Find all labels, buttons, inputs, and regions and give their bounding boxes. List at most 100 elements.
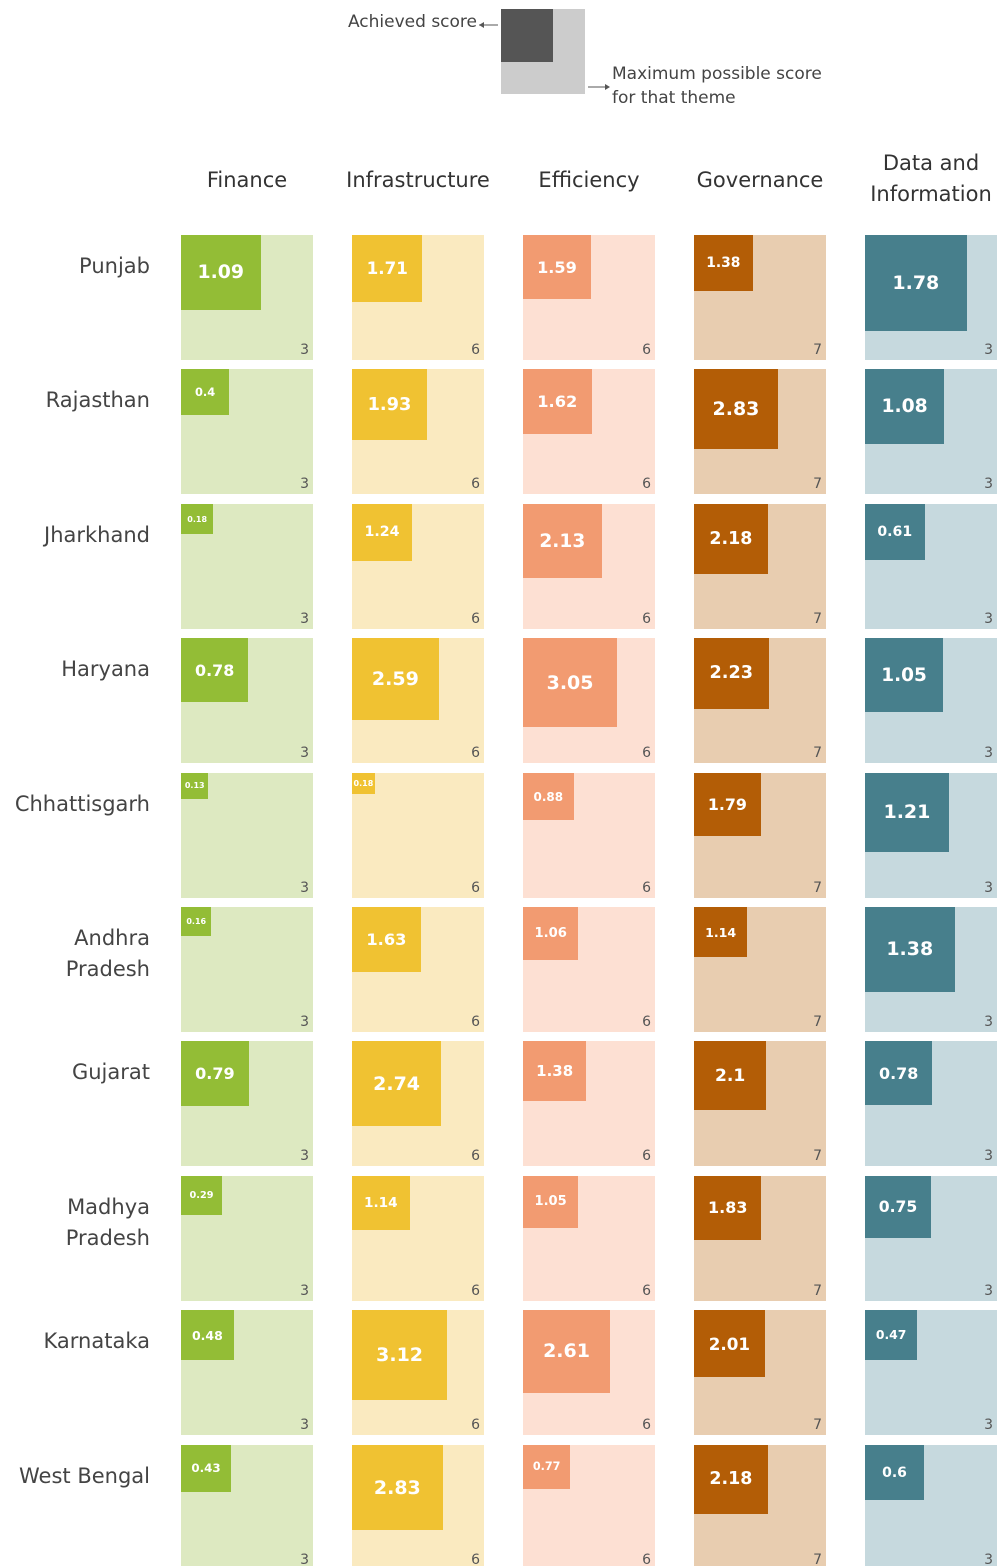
achieved-square: 1.38 [694,235,753,291]
achieved-square: 1.78 [865,235,967,332]
value-label: 1.06 [534,925,567,941]
value-label: 1.14 [363,1195,398,1212]
max-square: 1.71 6 [352,235,484,360]
row-label: Gujarat [71,1060,150,1085]
max-square: 1.14 6 [352,1175,484,1301]
achieved-square: 1.59 [523,235,591,300]
max-label: 6 [471,879,480,896]
achieved-square: 1.93 [352,369,427,441]
max-square: 1.09 3 [181,235,313,360]
achieved-square: 1.05 [865,638,944,713]
max-square: 1.08 3 [865,369,997,495]
achieved-square: 0.13 [181,772,209,799]
value-label: 0.48 [191,1327,223,1343]
achieved-square: 0.4 [181,369,230,416]
column-header: Infrastructure [346,168,490,192]
max-label: 7 [813,1148,822,1165]
max-label: 3 [984,745,993,762]
max-square: 2.23 7 [694,638,826,764]
value-label: 2.23 [709,663,754,684]
max-square: 2.1 7 [694,1041,826,1167]
max-label: 3 [300,745,309,762]
achieved-square: 0.78 [865,1041,933,1106]
achieved-square: 0.47 [865,1310,918,1360]
max-square: 2.13 6 [523,503,655,629]
achieved-square: 0.18 [352,772,375,795]
value-label: 0.77 [532,1460,561,1474]
max-label: 6 [642,1014,651,1030]
value-label: 1.79 [707,794,747,814]
max-square: 0.13 3 [181,772,313,898]
value-label: 1.59 [537,257,577,277]
max-square: 2.18 7 [694,1444,826,1566]
value-label: 0.29 [189,1189,214,1201]
achieved-square: 1.38 [523,1041,587,1102]
max-square: 3.05 6 [523,638,655,764]
max-label: 7 [813,1282,822,1299]
achieved-square: 1.14 [694,907,748,958]
max-label: 6 [471,476,480,493]
max-label: 6 [642,1551,651,1566]
achieved-square: 2.18 [694,1444,768,1515]
max-square: 1.06 6 [523,907,655,1032]
max-label: 3 [300,342,309,358]
achieved-square: 2.18 [694,503,768,574]
achieved-square: 1.09 [181,235,261,311]
max-label: 6 [642,1148,651,1165]
achieved-square: 1.71 [352,235,423,302]
max-label: 6 [471,1551,480,1566]
max-square: 0.43 3 [181,1444,313,1566]
value-label: 1.05 [881,664,927,686]
max-label: 7 [813,1014,822,1030]
row-label: West Bengal [19,1463,150,1488]
value-label: 2.83 [712,398,760,421]
value-label: 3.12 [376,1344,424,1367]
max-square: 0.88 6 [523,772,655,898]
max-square: 1.38 7 [694,235,826,360]
max-square: 2.83 6 [352,1444,484,1566]
max-label: 3 [984,342,993,358]
value-label: 2.83 [373,1476,421,1499]
max-label: 6 [471,342,480,358]
max-square: 0.47 3 [865,1310,997,1436]
achieved-square: 2.83 [352,1444,443,1531]
achieved-square: 2.61 [523,1310,611,1393]
max-label: 3 [984,1417,993,1434]
achieved-square: 0.75 [865,1175,931,1239]
max-square: 1.83 7 [694,1175,826,1301]
max-square: 0.61 3 [865,503,997,629]
max-label: 7 [813,1551,822,1566]
achieved-square: 1.05 [523,1175,579,1229]
achieved-square: 2.74 [352,1041,442,1126]
row-label: Haryana [61,657,150,682]
row-label: Madhya Pradesh [65,1194,150,1250]
value-label: 2.18 [709,528,753,549]
achieved-square: 2.83 [694,369,778,449]
max-label: 3 [984,1282,993,1299]
max-label: 6 [642,745,651,762]
max-square: 1.62 6 [523,369,655,495]
achieved-square: 0.78 [181,638,249,702]
max-square: 1.24 6 [352,503,484,629]
achieved-square: 2.13 [523,503,602,579]
achieved-square: 1.24 [352,503,412,561]
max-square: 0.18 3 [181,503,313,629]
achieved-square: 0.79 [181,1041,249,1106]
achieved-square: 0.88 [523,772,574,821]
max-square: 1.38 6 [523,1041,655,1167]
max-square: 0.77 6 [523,1444,655,1566]
achieved-square: 2.1 [694,1041,767,1110]
max-label: 3 [984,1551,993,1566]
max-label: 7 [813,879,822,896]
value-label: 0.47 [875,1327,907,1342]
value-label: 0.61 [877,523,913,540]
value-label: 1.38 [706,254,741,271]
row-label: Punjab [79,254,150,278]
value-label: 1.24 [364,524,400,541]
value-label: 2.18 [709,1469,753,1490]
max-square: 2.74 6 [352,1041,484,1167]
max-label: 3 [300,1417,309,1434]
max-label: 3 [300,1014,309,1030]
achieved-square: 3.05 [523,638,618,728]
max-square: 0.16 3 [181,907,313,1032]
